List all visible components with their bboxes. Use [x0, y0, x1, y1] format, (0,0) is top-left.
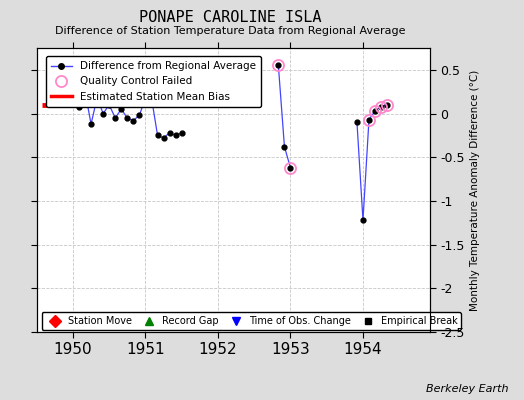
Text: Difference of Station Temperature Data from Regional Average: Difference of Station Temperature Data f…: [56, 26, 406, 36]
Text: Berkeley Earth: Berkeley Earth: [426, 384, 508, 394]
Y-axis label: Monthly Temperature Anomaly Difference (°C): Monthly Temperature Anomaly Difference (…: [470, 69, 480, 311]
Text: PONAPE CAROLINE ISLA: PONAPE CAROLINE ISLA: [139, 10, 322, 25]
Legend: Station Move, Record Gap, Time of Obs. Change, Empirical Break: Station Move, Record Gap, Time of Obs. C…: [41, 312, 461, 330]
